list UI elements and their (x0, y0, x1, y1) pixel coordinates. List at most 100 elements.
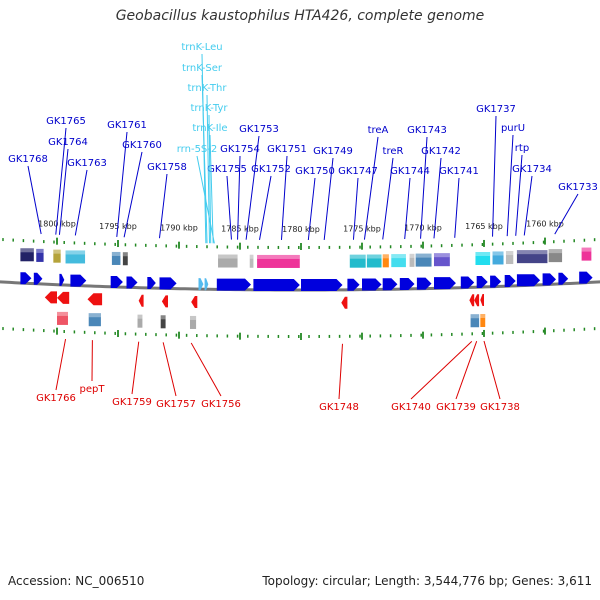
forward-gene-label: treA (368, 125, 389, 136)
forward-gene-arrow (516, 274, 541, 287)
forward-gene-arrow (399, 278, 415, 290)
forward-gene-label: GK1737 (476, 104, 516, 115)
forward-label-leader (554, 193, 579, 235)
reverse-label-leader (190, 342, 222, 397)
reverse-gene-label: GK1738 (480, 402, 520, 413)
forward-feature-shine (111, 251, 121, 256)
forward-gene-label: GK1760 (122, 140, 162, 151)
forward-feature-block (257, 254, 300, 268)
reverse-feature-shine (88, 313, 101, 318)
forward-label-leader (420, 136, 428, 239)
reverse-label-leader (338, 343, 343, 400)
reverse-gene-arrow (191, 296, 198, 308)
forward-feature-shine (415, 253, 432, 258)
forward-gene-arrow (59, 273, 65, 286)
forward-label-leader (55, 127, 67, 235)
reverse-gene-arrow (469, 294, 475, 307)
forward-feature-block (548, 249, 563, 263)
reverse-gene-arrow (44, 291, 57, 304)
reverse-gene-arrow (474, 294, 480, 307)
reverse-gene-arrow (57, 291, 70, 304)
rna-gene-label: trnK-Ser (182, 63, 223, 74)
forward-feature-shine (516, 250, 548, 255)
rna-label-leader (201, 74, 208, 244)
reverse-label-leader (55, 338, 67, 391)
rna-gene-label: trnK-Tyr (191, 103, 229, 114)
forward-feature-block (53, 249, 61, 263)
kbp-tick-label: 1770 kbp (404, 224, 442, 233)
forward-gene-arrow (362, 278, 382, 291)
map-title: Geobacillus kaustophilus HTA426, complet… (115, 8, 485, 24)
reverse-label-leader (131, 341, 140, 395)
forward-gene-arrow (542, 273, 556, 286)
forward-gene-arrow (558, 272, 569, 285)
forward-label-leader (454, 177, 460, 238)
reverse-gene-label: GK1740 (391, 402, 431, 413)
reverse-label-leader (162, 342, 177, 397)
forward-label-leader (352, 177, 359, 240)
forward-feature-block (65, 250, 86, 264)
forward-label-leader (307, 177, 316, 241)
reverse-gene-arrow (87, 293, 103, 306)
reverse-gene-label: GK1766 (36, 393, 76, 404)
forward-feature-block (391, 254, 406, 268)
forward-gene-arrow (382, 278, 398, 291)
forward-feature-shine (391, 254, 406, 259)
reverse-feature-block (470, 314, 480, 328)
forward-gene-arrow (347, 278, 360, 291)
kbp-tick-label: 1785 kbp (221, 225, 259, 234)
rna-label-leader (196, 155, 215, 244)
forward-gene-arrow (20, 272, 32, 285)
forward-feature-shine (65, 250, 86, 255)
forward-feature-shine (122, 252, 128, 257)
reverse-feature-shine (160, 315, 166, 320)
reverse-feature-shine (57, 311, 68, 316)
forward-label-leader (506, 134, 514, 237)
forward-label-leader (74, 169, 88, 236)
forward-feature-block (516, 250, 548, 264)
forward-feature-block (475, 251, 491, 265)
reverse-label-leader (455, 341, 478, 400)
reverse-feature-block (57, 311, 68, 325)
reverse-feature-block (137, 314, 143, 328)
forward-feature-shine (475, 251, 491, 256)
forward-label-leader (116, 131, 128, 238)
forward-feature-shine (366, 254, 382, 259)
forward-label-leader (523, 175, 533, 236)
forward-feature-shine (409, 253, 415, 258)
forward-gene-label: GK1749 (313, 146, 353, 157)
forward-feature-block (409, 253, 415, 267)
rna-gene-label: trnK-Thr (188, 83, 228, 94)
forward-label-leader (237, 155, 241, 240)
forward-feature-block (382, 254, 389, 268)
forward-feature-block (218, 254, 238, 268)
forward-feature-shine (349, 254, 366, 259)
forward-gene-label: GK1763 (67, 158, 107, 169)
reverse-feature-block (160, 315, 166, 329)
forward-gene-arrow (110, 276, 123, 288)
genome-stats-label: Topology: circular; Length: 3,544,776 bp… (262, 574, 592, 588)
reverse-gene-arrow (138, 294, 144, 307)
forward-feature-block (20, 248, 34, 262)
reverse-gene-label: GK1759 (112, 397, 152, 408)
forward-gene-arrow (460, 276, 475, 289)
reverse-gene-label: pepT (80, 384, 106, 395)
forward-gene-label: GK1764 (48, 137, 88, 148)
forward-gene-arrow (490, 275, 502, 288)
forward-gene-label: GK1750 (295, 166, 335, 177)
forward-label-leader (515, 154, 523, 236)
rna-label-leader (209, 134, 214, 244)
kbp-tick-label: 1765 kbp (465, 222, 503, 231)
forward-feature-shine (433, 253, 450, 258)
forward-gene-arrow (416, 277, 432, 290)
forward-gene-label: purU (501, 123, 525, 134)
reverse-gene-label: GK1739 (436, 402, 476, 413)
forward-label-leader (492, 115, 497, 237)
forward-gene-arrow (504, 275, 516, 287)
forward-label-leader (245, 135, 260, 240)
kbp-tick-label: 1790 kbp (160, 224, 198, 233)
reverse-gene-label: GK1757 (156, 399, 196, 410)
forward-label-leader (363, 136, 379, 240)
